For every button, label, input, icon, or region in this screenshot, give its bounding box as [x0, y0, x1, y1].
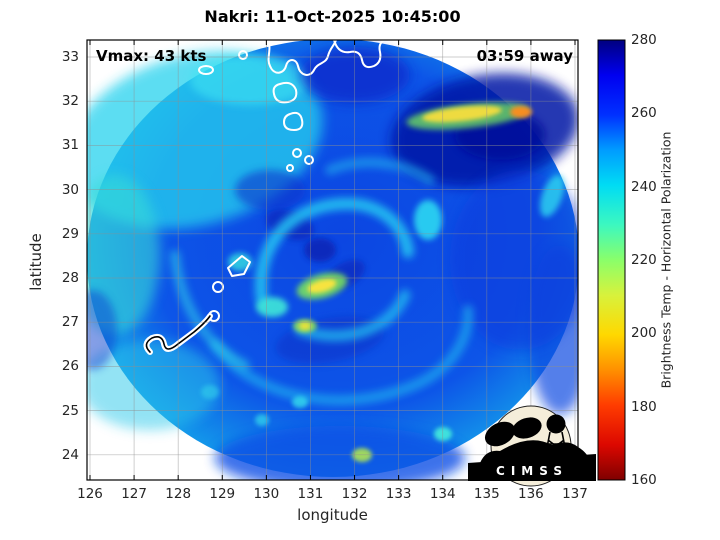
- time-away-annotation: 03:59 away: [476, 47, 573, 65]
- x-tick-label: 130: [253, 486, 280, 502]
- y-tick-label: 25: [61, 402, 79, 419]
- x-tick-label: 137: [562, 486, 588, 502]
- cimss-logo: CIMSS: [468, 405, 596, 487]
- y-tick-label: 28: [61, 270, 79, 286]
- vmax-annotation: Vmax: 43 kts: [96, 47, 207, 65]
- y-tick-label: 24: [61, 446, 79, 463]
- x-tick-label: 136: [518, 486, 544, 502]
- x-tick-label: 126: [77, 486, 103, 502]
- colorbar-tick-label: 260: [631, 105, 657, 122]
- y-axis-label: latitude: [27, 233, 45, 291]
- y-tick-label: 31: [61, 137, 79, 154]
- x-tick-label: 135: [473, 486, 500, 502]
- y-tick-label: 26: [61, 358, 79, 375]
- y-tick-label: 30: [61, 181, 79, 198]
- microwave-swath-image: [87, 40, 578, 480]
- amami-islands-outline: [143, 313, 213, 355]
- x-tick-label: 127: [121, 486, 147, 502]
- plot-border: [86, 39, 579, 481]
- colorbar-tick-label: 220: [631, 252, 657, 268]
- y-tick-label: 33: [61, 49, 79, 65]
- y-tick-label: 29: [61, 225, 79, 242]
- x-tick-label: 132: [341, 486, 368, 502]
- x-tick-label: 133: [385, 486, 412, 502]
- x-tick-label: 128: [165, 486, 192, 502]
- colorbar-label: Brightness Temp - Horizontal Polarizatio…: [658, 131, 674, 389]
- y-tick-label: 27: [61, 314, 79, 331]
- colorbar-tick-label: 200: [631, 325, 657, 342]
- lat-lon-gridlines: [87, 40, 578, 480]
- x-tick-label: 131: [297, 486, 324, 502]
- x-tick-label: 134: [429, 486, 456, 502]
- colorbar-tick-label: 160: [631, 472, 657, 488]
- colorbar-tick-label: 180: [631, 398, 657, 415]
- x-tick-label: 129: [209, 486, 236, 502]
- cimss-logo-text: CIMSS: [496, 464, 568, 478]
- x-axis-label: longitude: [297, 506, 368, 524]
- y-tick-label: 32: [61, 93, 79, 110]
- colorbar-tick-label: 280: [631, 32, 657, 48]
- plot-title: Nakri: 11-Oct-2025 10:45:00: [204, 7, 461, 26]
- colorbar-tick-label: 240: [631, 178, 657, 195]
- satellite-dishes-icon: [480, 417, 591, 465]
- colorbar: [597, 39, 626, 481]
